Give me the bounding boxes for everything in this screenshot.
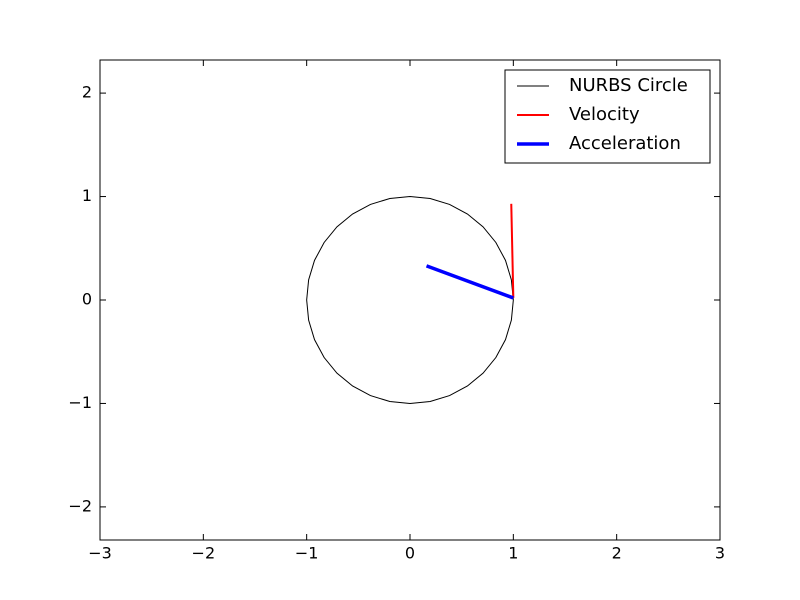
y-tick-label: 1	[82, 186, 92, 205]
y-tick-label: 2	[82, 83, 92, 102]
y-tick-label: 0	[82, 290, 92, 309]
y-tick-label: −1	[68, 393, 92, 412]
x-tick-label: −2	[192, 544, 216, 563]
y-tick-label: −2	[68, 496, 92, 515]
legend-label: NURBS Circle	[569, 75, 688, 96]
plot-area	[306, 196, 515, 404]
legend-label: Acceleration	[569, 133, 681, 154]
x-tick-label: 0	[405, 544, 415, 563]
x-tick-label: −3	[88, 544, 112, 563]
series-line	[306, 196, 514, 404]
legend-label: Velocity	[569, 104, 640, 125]
x-tick-label: −1	[295, 544, 319, 563]
x-tick-label: 1	[508, 544, 518, 563]
x-tick-label: 3	[715, 544, 725, 563]
series-line	[425, 264, 514, 300]
x-tick-label: 2	[612, 544, 622, 563]
series-line	[510, 203, 515, 298]
